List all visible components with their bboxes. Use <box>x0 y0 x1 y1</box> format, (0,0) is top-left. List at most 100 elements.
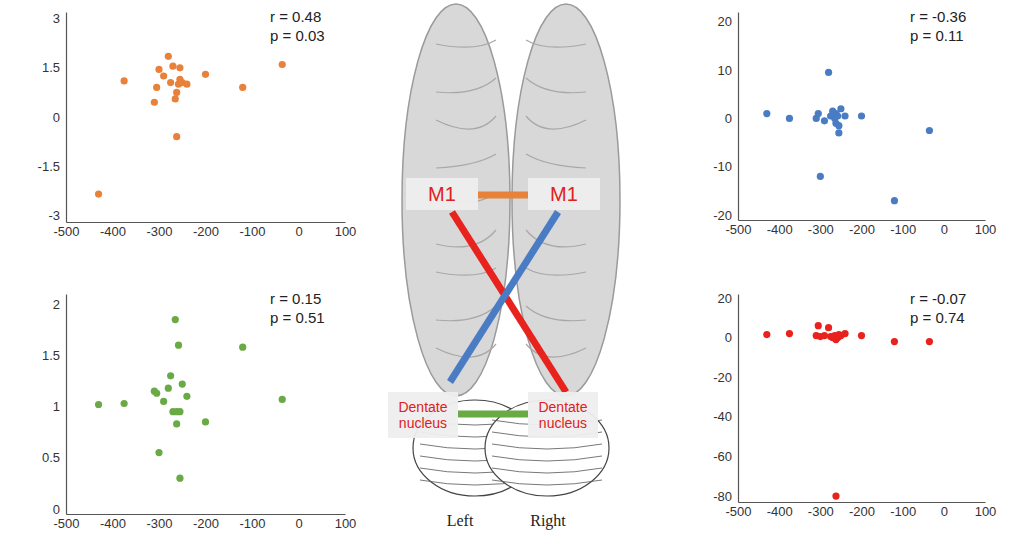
point <box>121 400 128 407</box>
y-tick: 10 <box>718 63 738 78</box>
point <box>167 79 174 86</box>
region-text: Dentatenucleus <box>538 399 587 431</box>
x-tick: -100 <box>239 222 265 239</box>
y-tick: 0 <box>53 110 66 125</box>
y-tick: -10 <box>713 159 738 174</box>
x-axis-line <box>67 222 346 223</box>
x-tick: 0 <box>941 502 948 519</box>
point <box>160 72 167 79</box>
point <box>279 396 286 403</box>
x-tick: -100 <box>239 514 265 531</box>
connection <box>458 411 528 418</box>
point <box>832 492 839 499</box>
y-tick-label: 1 <box>53 399 60 414</box>
annotation: p = 0.51 <box>270 309 325 326</box>
point <box>176 64 183 71</box>
point <box>841 112 848 119</box>
y-tick: 20 <box>718 291 738 306</box>
x-tick-label: 100 <box>975 222 997 237</box>
x-tick-label: -100 <box>239 516 265 531</box>
y-tick: 2 <box>53 297 66 312</box>
x-tick: -400 <box>767 220 793 237</box>
x-tick: -100 <box>890 220 916 237</box>
point <box>763 331 770 338</box>
x-tick: -500 <box>725 502 751 519</box>
gyrus <box>526 306 586 321</box>
x-tick-label: -500 <box>725 222 751 237</box>
connection <box>450 212 558 382</box>
y-axis: -20-1001020 <box>713 13 738 223</box>
y-tick-label: -3 <box>48 208 60 223</box>
point <box>786 330 793 337</box>
annotation: p = 0.03 <box>270 27 325 44</box>
x-axis-line <box>739 220 986 221</box>
x-tick: -300 <box>146 222 172 239</box>
point <box>172 316 179 323</box>
x-tick: 100 <box>335 222 357 239</box>
y-tick: -20 <box>713 208 738 223</box>
x-tick: -100 <box>890 502 916 519</box>
point <box>155 66 162 73</box>
points <box>95 53 286 198</box>
y-tick: -80 <box>713 489 738 504</box>
point <box>175 342 182 349</box>
hemisphere <box>402 4 510 396</box>
point <box>239 84 246 91</box>
folium <box>492 480 602 485</box>
x-tick-label: 0 <box>295 224 302 239</box>
x-tick-label: 0 <box>941 504 948 519</box>
point <box>817 173 824 180</box>
region-box <box>528 178 600 210</box>
point <box>95 401 102 408</box>
x-tick: 0 <box>941 220 948 237</box>
y-tick-label: 2 <box>53 297 60 312</box>
folium <box>492 456 602 461</box>
x-tick: -500 <box>53 222 79 239</box>
x-tick: -200 <box>193 514 219 531</box>
y-tick: -3 <box>48 208 66 223</box>
point <box>155 449 162 456</box>
point <box>173 89 180 96</box>
annotation: r = 0.48 <box>270 8 321 25</box>
point <box>841 330 848 337</box>
annotation: r = 0.15 <box>270 290 321 307</box>
point <box>825 324 832 331</box>
x-axis-line <box>67 514 346 515</box>
x-tick-label: -400 <box>100 516 126 531</box>
x-tick: -200 <box>849 220 875 237</box>
y-tick: 1.5 <box>42 348 66 363</box>
x-tick: 100 <box>335 514 357 531</box>
point <box>176 408 183 415</box>
annotation: p = 0.74 <box>910 309 965 326</box>
x-tick: -400 <box>767 502 793 519</box>
point <box>165 385 172 392</box>
y-tick-label: -60 <box>713 449 732 464</box>
point <box>202 418 209 425</box>
y-tick-label: -80 <box>713 489 732 504</box>
x-tick-label: -300 <box>808 222 834 237</box>
y-axis: -3-1.501.53 <box>38 11 67 223</box>
points <box>95 316 286 482</box>
figure: M1M1DentatenucleusDentatenucleusLeftRigh… <box>0 0 1009 541</box>
y-tick-label: 1.5 <box>42 348 60 363</box>
y-tick-label: 0 <box>53 502 60 517</box>
x-tick: -200 <box>193 222 219 239</box>
y-tick-label: -1.5 <box>38 159 60 174</box>
point <box>95 191 102 198</box>
side-label: Right <box>530 512 566 530</box>
x-tick-label: -500 <box>725 504 751 519</box>
x-tick-label: -200 <box>193 516 219 531</box>
y-tick: 1.5 <box>42 60 66 75</box>
x-axis: -500-400-300-200-1000100 <box>725 502 996 519</box>
point <box>891 338 898 345</box>
x-tick: -200 <box>849 502 875 519</box>
point <box>169 63 176 70</box>
folium <box>492 468 602 473</box>
x-tick-label: -200 <box>193 224 219 239</box>
x-tick-label: -300 <box>146 516 172 531</box>
x-tick-label: -300 <box>146 224 172 239</box>
y-tick-label: 0.5 <box>42 450 60 465</box>
region-box <box>388 392 458 438</box>
point <box>926 127 933 134</box>
x-axis: -500-400-300-200-1000100 <box>53 514 356 531</box>
